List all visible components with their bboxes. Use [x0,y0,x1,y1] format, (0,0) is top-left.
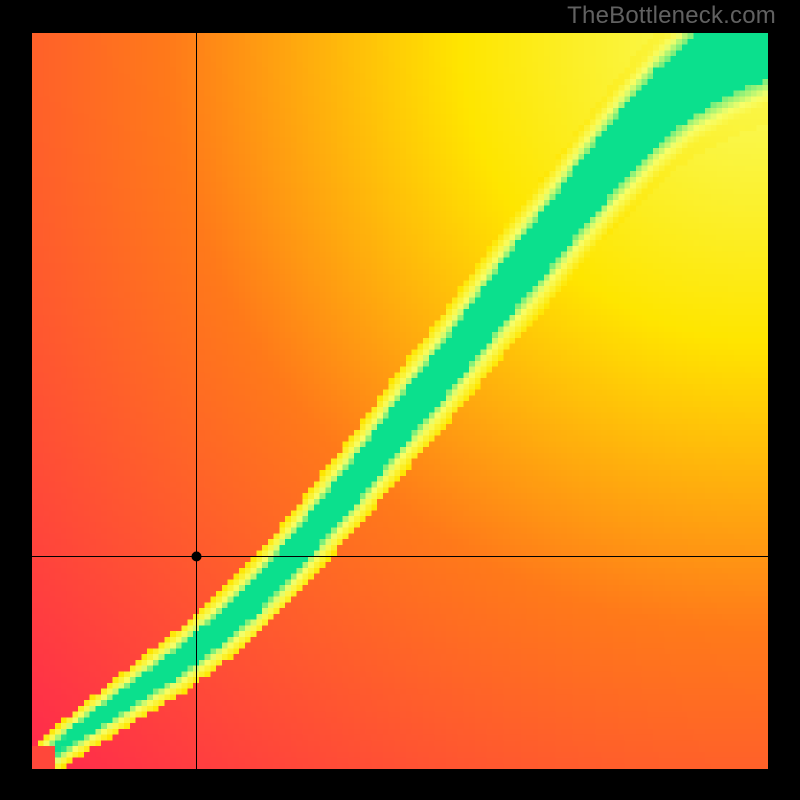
watermark-text: TheBottleneck.com [567,2,776,30]
crosshair-overlay-canvas [32,33,768,769]
